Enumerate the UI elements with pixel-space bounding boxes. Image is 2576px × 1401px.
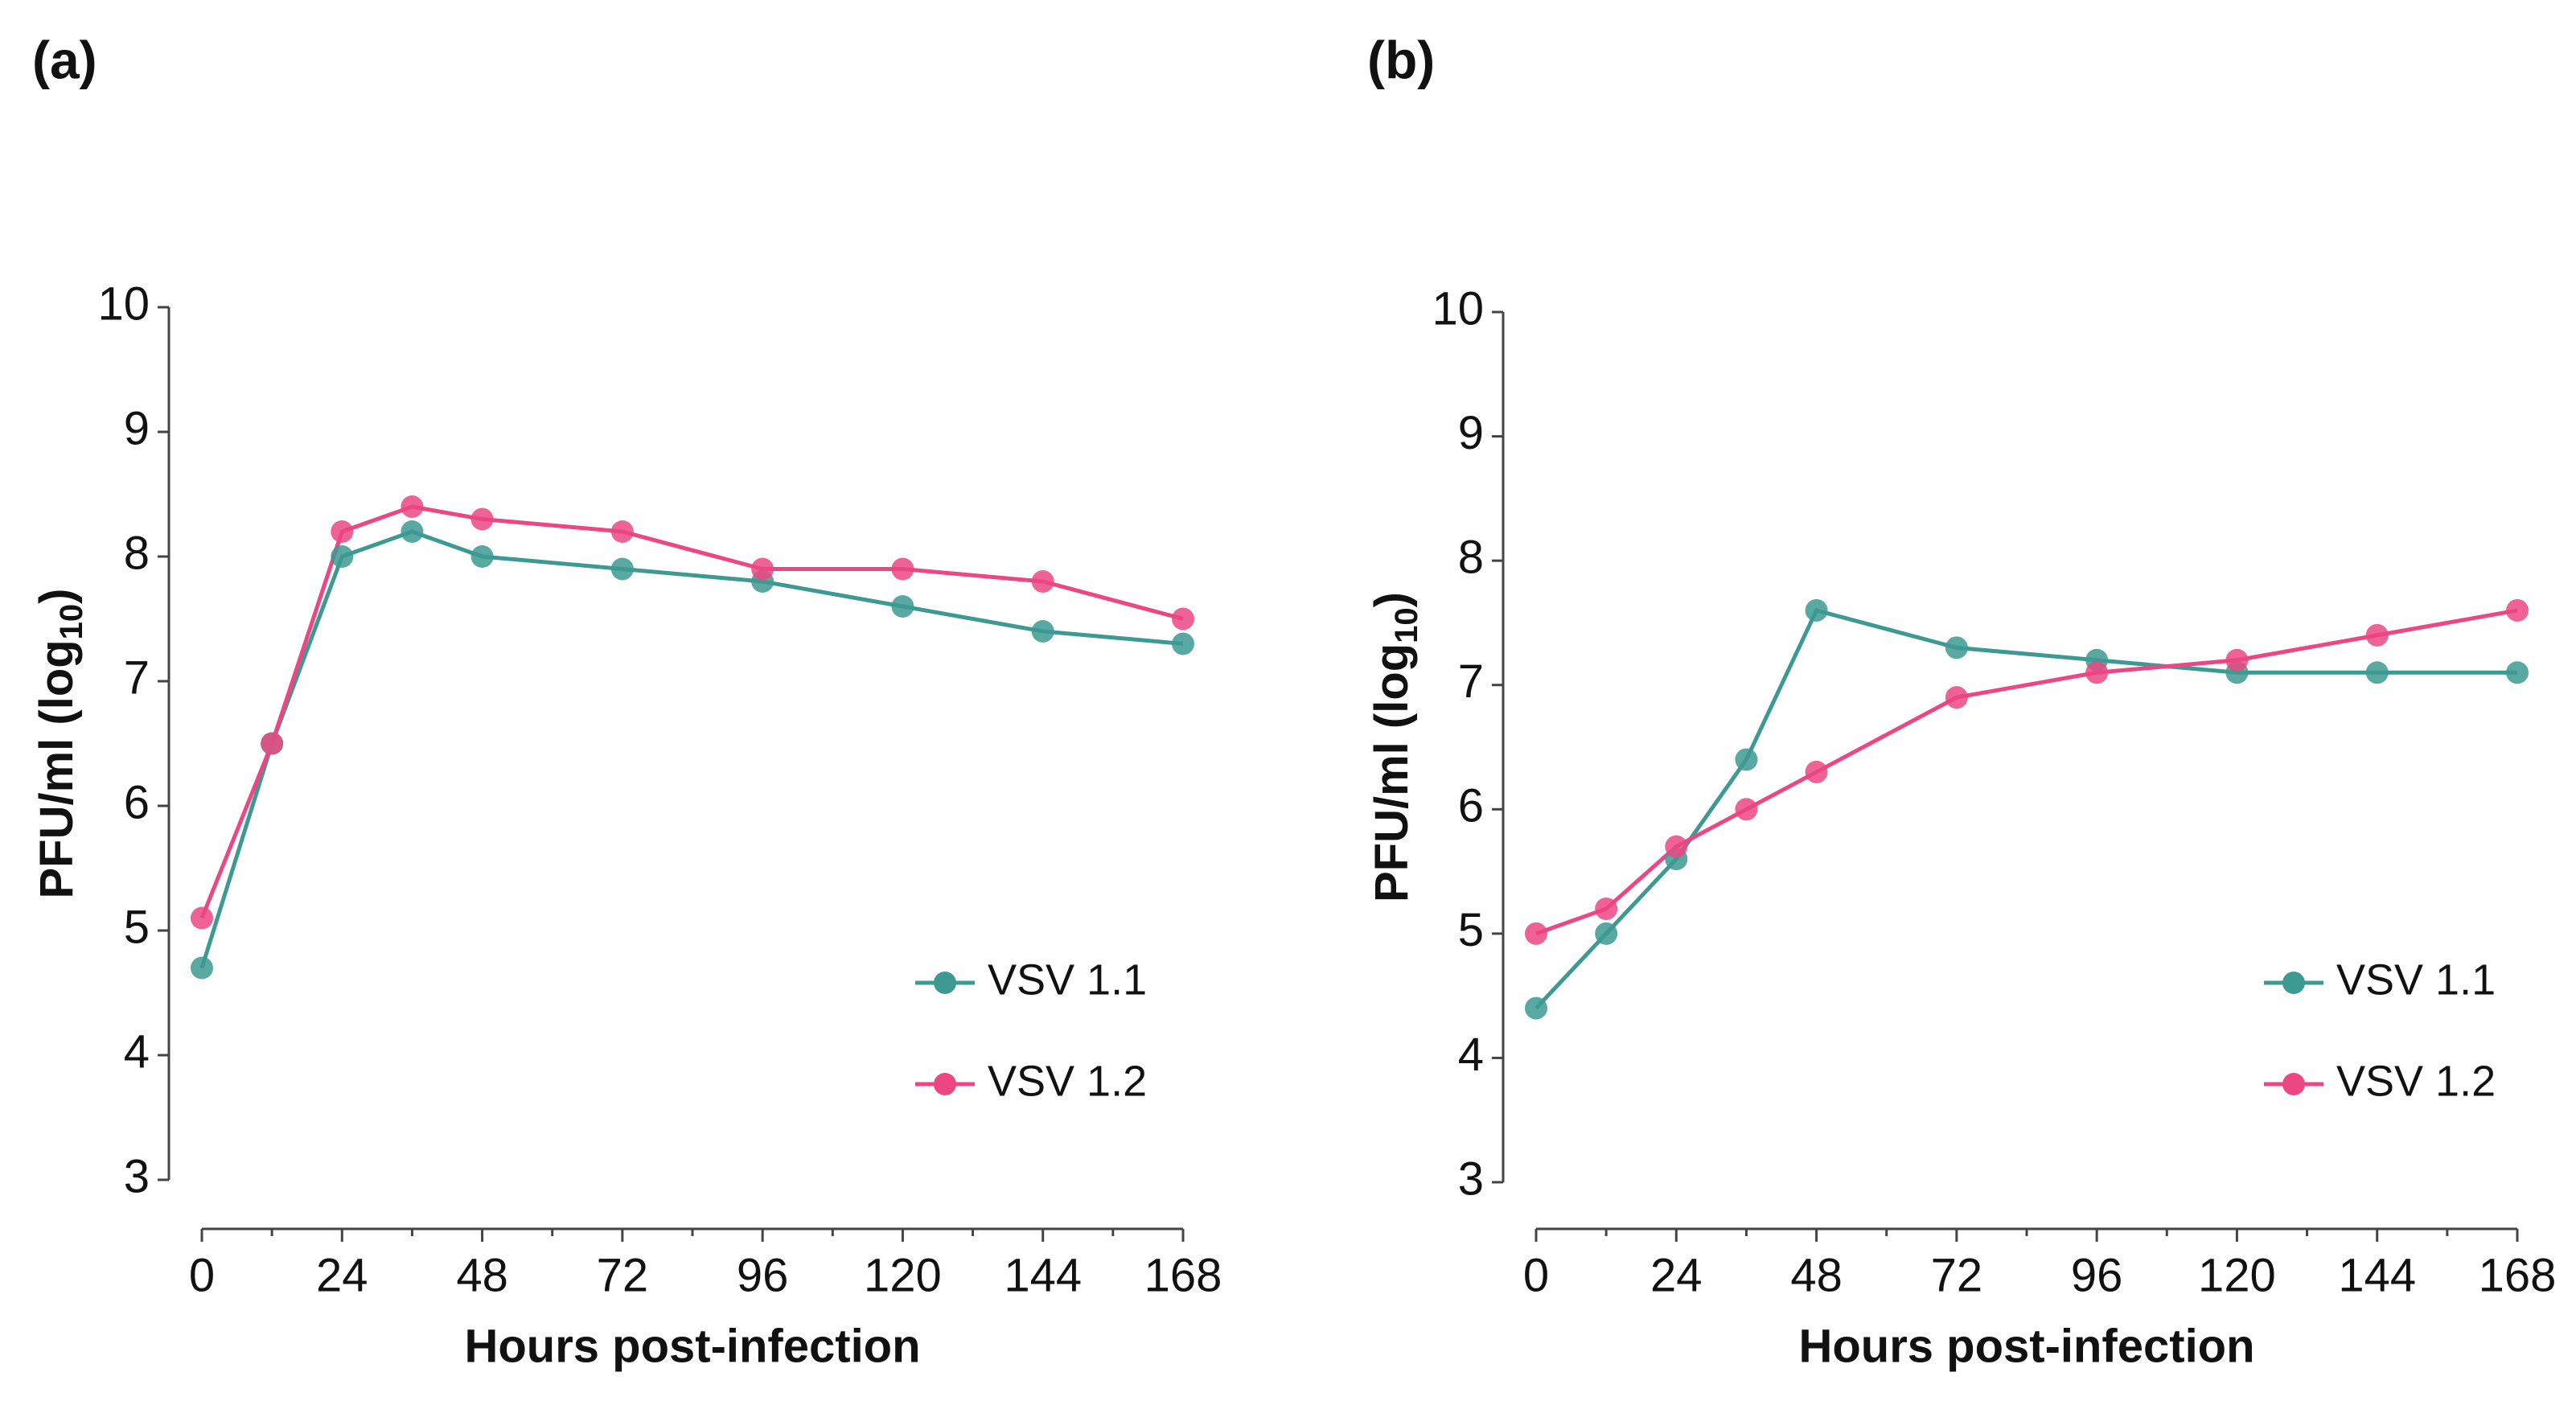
data-point	[2365, 623, 2389, 647]
data-point	[891, 557, 914, 581]
data-point	[610, 557, 634, 581]
data-point	[1172, 632, 1194, 655]
panel-label: (a)	[32, 30, 97, 89]
data-point	[331, 545, 354, 568]
x-tick-label: 120	[2198, 1249, 2276, 1301]
x-tick-label: 0	[1523, 1249, 1549, 1301]
data-point	[2085, 661, 2109, 684]
data-point	[1665, 835, 1688, 858]
data-point	[1735, 748, 1758, 771]
data-point	[610, 520, 634, 543]
series-line	[1535, 608, 2518, 936]
data-point	[1945, 636, 1968, 659]
y-tick-label: 10	[1432, 282, 1484, 335]
y-tick-label: 7	[124, 651, 150, 704]
data-point	[1031, 570, 1054, 593]
y-tick-label: 5	[124, 901, 150, 953]
x-tick-label: 24	[316, 1249, 368, 1301]
legend-marker	[934, 1073, 956, 1095]
y-axis-title-part: PFU/ml (log	[31, 639, 83, 898]
y-tick-label: 8	[1458, 531, 1484, 583]
data-point	[1031, 620, 1054, 643]
y-axis-title-part: PFU/ml (log	[1366, 643, 1418, 902]
data-point	[1805, 760, 1828, 783]
data-point	[1525, 922, 1547, 945]
x-axis-title: Hours post-infection	[1798, 1320, 2254, 1372]
y-axis-title: PFU/ml (log10)	[1366, 592, 1424, 902]
legend-marker	[2282, 972, 2305, 994]
data-point	[470, 507, 494, 531]
data-point	[1945, 686, 1968, 709]
data-point	[2365, 661, 2389, 684]
data-point	[1805, 598, 1828, 622]
data-point	[1525, 996, 1547, 1020]
x-tick-label: 168	[2479, 1249, 2557, 1301]
y-tick-label: 7	[1458, 655, 1484, 708]
data-point	[1595, 897, 1618, 920]
data-point	[1735, 798, 1758, 821]
data-point	[401, 520, 424, 543]
y-axis-title-part: 10	[1389, 607, 1424, 643]
x-tick-label: 72	[597, 1249, 649, 1301]
x-tick-label: 144	[2338, 1249, 2416, 1301]
x-tick-label: 72	[1931, 1249, 1983, 1301]
y-tick-label: 9	[124, 402, 150, 454]
y-tick-label: 8	[124, 527, 150, 579]
legend-label: VSV 1.1	[988, 955, 1147, 1004]
y-tick-label: 10	[97, 277, 150, 330]
x-tick-label: 96	[2071, 1249, 2123, 1301]
legend-label: VSV 1.1	[2336, 955, 2496, 1004]
data-point	[751, 557, 774, 581]
x-tick-label: 48	[456, 1249, 508, 1301]
x-tick-label: 24	[1650, 1249, 1703, 1301]
x-tick-label: 144	[1004, 1249, 1082, 1301]
y-tick-label: 6	[1458, 780, 1484, 832]
y-tick-label: 6	[124, 776, 150, 828]
y-tick-label: 3	[1458, 1152, 1484, 1205]
data-point	[2506, 661, 2529, 684]
x-axis-title: Hours post-infection	[464, 1320, 920, 1372]
data-point	[1172, 607, 1194, 631]
y-axis-title-part: )	[31, 588, 83, 603]
y-axis-title: PFU/ml (log10)	[31, 588, 88, 898]
y-axis-title-part: 10	[54, 604, 89, 640]
x-tick-label: 96	[737, 1249, 789, 1301]
data-point	[331, 520, 354, 543]
panel-label: (b)	[1367, 30, 1435, 89]
data-point	[2225, 648, 2249, 672]
data-point	[191, 956, 213, 980]
data-point	[1595, 922, 1618, 945]
series-line	[199, 529, 1184, 969]
data-point	[191, 906, 213, 930]
y-tick-label: 3	[124, 1150, 150, 1202]
data-point	[401, 495, 424, 518]
x-tick-label: 48	[1790, 1249, 1843, 1301]
y-tick-label: 4	[1458, 1029, 1484, 1081]
data-point	[261, 732, 284, 755]
series-line	[199, 504, 1184, 919]
data-point	[470, 545, 494, 568]
y-tick-label: 9	[1458, 407, 1484, 459]
legend-label: VSV 1.2	[2336, 1057, 2496, 1105]
legend-marker	[2282, 1073, 2305, 1095]
legend-label: VSV 1.2	[988, 1057, 1147, 1105]
legend-marker	[934, 972, 956, 994]
y-axis-title-part: )	[1366, 592, 1418, 607]
data-point	[2506, 598, 2529, 622]
series-line	[1535, 608, 2517, 1010]
y-tick-label: 5	[1458, 904, 1484, 956]
x-tick-label: 120	[864, 1249, 942, 1301]
x-tick-label: 168	[1144, 1249, 1222, 1301]
x-tick-label: 0	[189, 1249, 215, 1301]
y-tick-label: 4	[124, 1025, 150, 1078]
data-point	[891, 595, 914, 618]
